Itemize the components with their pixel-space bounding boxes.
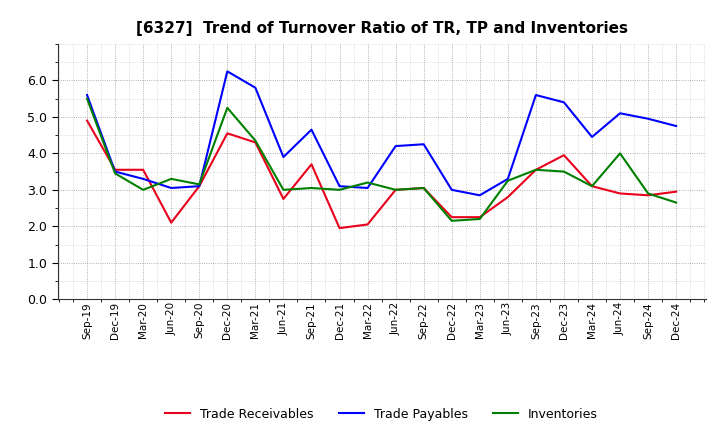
Trade Receivables (391, 187, 400, 192)
Inventories (503, 178, 512, 183)
Inventories (531, 167, 540, 172)
Inventories (644, 191, 652, 196)
Trade Receivables (195, 183, 204, 189)
Inventories (672, 200, 680, 205)
Trade Payables (672, 123, 680, 128)
Trade Receivables (672, 189, 680, 194)
Trade Payables (279, 154, 288, 160)
Trade Payables (588, 134, 596, 139)
Line: Trade Payables: Trade Payables (87, 71, 676, 195)
Line: Inventories: Inventories (87, 99, 676, 221)
Trade Payables (307, 127, 316, 132)
Trade Receivables (251, 140, 260, 145)
Trade Receivables (139, 167, 148, 172)
Trade Payables (503, 176, 512, 182)
Inventories (251, 138, 260, 143)
Trade Payables (644, 116, 652, 121)
Trade Receivables (503, 194, 512, 200)
Trade Receivables (419, 185, 428, 191)
Trade Payables (475, 193, 484, 198)
Trade Payables (419, 142, 428, 147)
Trade Receivables (475, 215, 484, 220)
Trade Receivables (447, 215, 456, 220)
Inventories (336, 187, 344, 192)
Inventories (167, 176, 176, 182)
Trade Receivables (616, 191, 624, 196)
Trade Payables (167, 185, 176, 191)
Inventories (83, 96, 91, 101)
Inventories (419, 185, 428, 191)
Trade Payables (616, 110, 624, 116)
Inventories (279, 187, 288, 192)
Trade Payables (531, 92, 540, 98)
Inventories (475, 216, 484, 222)
Inventories (588, 183, 596, 189)
Trade Payables (111, 169, 120, 174)
Trade Payables (364, 185, 372, 191)
Trade Receivables (588, 183, 596, 189)
Trade Payables (83, 92, 91, 98)
Trade Payables (336, 183, 344, 189)
Trade Receivables (531, 167, 540, 172)
Inventories (447, 218, 456, 224)
Trade Receivables (307, 161, 316, 167)
Inventories (223, 105, 232, 110)
Trade Receivables (644, 193, 652, 198)
Trade Payables (223, 69, 232, 74)
Trade Receivables (111, 167, 120, 172)
Inventories (391, 187, 400, 192)
Title: [6327]  Trend of Turnover Ratio of TR, TP and Inventories: [6327] Trend of Turnover Ratio of TR, TP… (135, 21, 628, 36)
Trade Payables (139, 176, 148, 182)
Legend: Trade Receivables, Trade Payables, Inventories: Trade Receivables, Trade Payables, Inven… (161, 403, 603, 425)
Inventories (364, 180, 372, 185)
Trade Payables (251, 85, 260, 90)
Trade Receivables (167, 220, 176, 225)
Trade Payables (391, 143, 400, 149)
Inventories (195, 182, 204, 187)
Line: Trade Receivables: Trade Receivables (87, 121, 676, 228)
Inventories (559, 169, 568, 174)
Trade Receivables (83, 118, 91, 123)
Trade Payables (447, 187, 456, 192)
Trade Payables (559, 100, 568, 105)
Inventories (139, 187, 148, 192)
Trade Receivables (279, 196, 288, 202)
Trade Receivables (364, 222, 372, 227)
Trade Payables (195, 183, 204, 189)
Trade Receivables (559, 153, 568, 158)
Inventories (111, 171, 120, 176)
Trade Receivables (223, 131, 232, 136)
Inventories (307, 185, 316, 191)
Trade Receivables (336, 225, 344, 231)
Inventories (616, 151, 624, 156)
